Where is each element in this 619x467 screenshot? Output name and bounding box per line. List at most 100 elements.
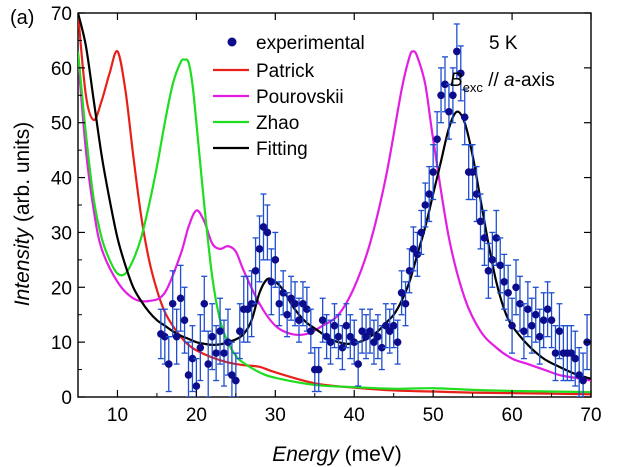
data-point: [263, 204, 272, 261]
data-point: [314, 346, 323, 393]
data-point: [389, 303, 398, 349]
data-point: [445, 83, 453, 140]
data-point: [164, 336, 173, 393]
data-point: [516, 275, 524, 332]
data-marker: [255, 245, 264, 253]
data-point: [476, 193, 485, 250]
data-point: [220, 319, 228, 387]
data-marker: [535, 332, 544, 341]
data-marker: [378, 343, 386, 352]
data-point: [571, 330, 580, 387]
series-line-zhao: [78, 51, 591, 394]
data-point: [547, 292, 556, 349]
data-point: [267, 248, 276, 316]
data-point: [543, 281, 552, 338]
data-point: [346, 314, 355, 360]
data-marker: [299, 299, 307, 308]
x-axis-label-italic: Energy: [272, 443, 340, 466]
data-point: [567, 325, 576, 382]
data-marker: [232, 376, 240, 385]
data-marker: [188, 354, 197, 363]
data-marker: [267, 278, 276, 286]
data-point: [468, 144, 477, 201]
data-marker: [235, 327, 244, 335]
data-marker: [330, 321, 339, 330]
data-point: [224, 308, 232, 376]
data-point: [176, 264, 185, 332]
y-tick-label: 30: [51, 223, 72, 244]
data-point: [535, 308, 544, 365]
data-point: [579, 352, 587, 397]
data-point: [275, 281, 284, 327]
legend-label-zhao: Zhao: [256, 113, 299, 134]
data-marker: [425, 190, 434, 198]
data-point: [429, 144, 437, 201]
data-marker: [492, 234, 501, 242]
x-tick-label: 70: [580, 405, 601, 426]
data-point: [295, 297, 303, 343]
data-marker: [338, 343, 347, 352]
data-point: [539, 292, 548, 349]
data-marker: [287, 294, 295, 303]
data-point: [433, 111, 441, 168]
data-marker: [437, 91, 445, 100]
data-point: [524, 281, 532, 338]
data-point: [397, 270, 406, 316]
y-tick-label: 50: [51, 114, 72, 135]
field-subscript: exc: [463, 80, 484, 95]
data-point: [421, 182, 430, 228]
data-point: [196, 314, 205, 382]
data-point: [287, 275, 295, 321]
data-point: [417, 209, 426, 256]
data-point: [216, 297, 224, 365]
data-marker: [283, 310, 291, 319]
data-marker: [247, 299, 256, 308]
data-marker: [401, 299, 410, 308]
data-point: [441, 56, 449, 113]
data-marker: [196, 343, 205, 352]
x-tick-label: 40: [344, 405, 365, 426]
data-marker: [547, 316, 556, 325]
data-point: [520, 303, 528, 360]
data-marker: [224, 338, 232, 346]
data-point: [326, 319, 335, 365]
data-marker: [393, 338, 402, 346]
data-marker: [512, 283, 520, 292]
data-marker: [421, 201, 430, 209]
data-marker: [358, 327, 366, 335]
y-tick-label: 40: [51, 169, 72, 190]
data-point: [492, 209, 501, 266]
data-point: [370, 319, 378, 365]
data-point: [232, 352, 240, 397]
data-point: [393, 319, 402, 365]
data-marker: [520, 327, 528, 335]
data-point: [480, 209, 489, 266]
data-point: [318, 297, 327, 343]
data-marker: [579, 376, 587, 385]
data-marker: [350, 338, 359, 346]
data-point: [472, 165, 481, 223]
y-tick-label: 70: [51, 4, 72, 25]
data-marker: [271, 256, 280, 264]
data-point: [188, 325, 197, 393]
data-marker: [456, 69, 465, 78]
data-point: [460, 89, 469, 146]
data-marker: [528, 321, 536, 330]
data-marker: [307, 327, 315, 335]
field-rest: //: [483, 70, 504, 91]
data-marker: [200, 299, 209, 308]
data-point: [299, 281, 307, 327]
data-marker: [429, 168, 437, 176]
data-point: [374, 314, 382, 360]
data-marker: [279, 288, 288, 297]
data-marker: [480, 234, 489, 242]
data-marker: [397, 288, 406, 297]
data-marker: [567, 349, 576, 357]
y-tick-label: 60: [51, 59, 72, 80]
data-marker: [318, 316, 327, 325]
data-point: [212, 325, 220, 382]
data-marker: [539, 316, 548, 325]
data-marker: [251, 267, 260, 275]
data-point: [508, 297, 516, 354]
data-marker: [180, 316, 189, 325]
